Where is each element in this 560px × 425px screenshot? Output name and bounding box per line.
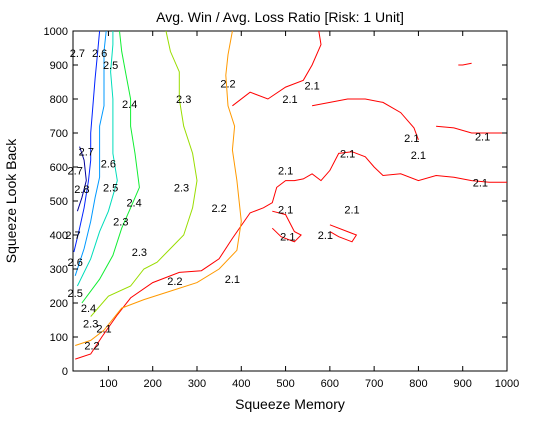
y-tick-label-500: 500	[50, 196, 68, 208]
y-tick-label-100: 100	[50, 332, 68, 344]
contour-line-2-1-0	[75, 151, 507, 360]
contour-line-2-1-2	[271, 210, 302, 243]
contour-label-5: 2.2	[220, 79, 235, 91]
y-tick-label-800: 800	[50, 94, 68, 106]
contour-label-25: 2.1	[96, 324, 111, 336]
x-tick-label-100: 100	[99, 378, 117, 390]
contour-labels: 2.7 2.62.52.4 2.32.2 2.12.12.72.62.72.8 2.52…	[65, 48, 490, 352]
x-tick-label-700: 700	[365, 378, 383, 390]
x-tick-label-900: 900	[454, 378, 472, 390]
contour-label-34: 2.1	[411, 150, 426, 162]
x-tick-label-500: 500	[276, 378, 294, 390]
x-tick-label-200: 200	[144, 378, 162, 390]
contour-label-11: 2.8	[74, 184, 89, 196]
plot-area	[72, 30, 508, 372]
contour-label-8: 2.7	[79, 147, 94, 159]
contour-label-1: 2.6	[92, 48, 107, 60]
y-tick-label-400: 400	[50, 230, 68, 242]
contour-label-21: 2.1	[225, 274, 240, 286]
contour-label-12: 2.5	[103, 182, 118, 194]
contour-label-13: 2.4	[126, 198, 141, 210]
contour-line-2-1-1	[232, 30, 322, 107]
x-tick-label-300: 300	[188, 378, 206, 390]
y-tick-label-200: 200	[50, 298, 68, 310]
contour-line-2-1-3	[329, 224, 358, 243]
contour-line-2-2-7	[75, 30, 242, 346]
contour-line-2-7-12	[73, 30, 101, 253]
chart-title: Avg. Win / Avg. Loss Ratio [Risk: 1 Unit…	[156, 9, 404, 25]
y-tick-label-1000: 1000	[44, 26, 68, 38]
contour-line-2-1-6	[458, 62, 472, 66]
y-tick-label-300: 300	[50, 264, 68, 276]
y-axis-ticks: 0 100 200 300 400 500 600 700 800 900 1000	[44, 26, 507, 378]
contour-label-14: 2.3	[113, 216, 128, 228]
contour-line-2-4-9	[81, 30, 140, 304]
contour-label-0: 2.7	[70, 48, 85, 60]
y-tick-label-900: 900	[50, 60, 68, 72]
x-tick-label-800: 800	[409, 378, 427, 390]
contour-label-27: 2.1	[278, 165, 293, 177]
contour-label-23: 2.4	[81, 303, 96, 315]
x-tick-label-600: 600	[321, 378, 339, 390]
contour-line-2-5-10	[76, 31, 118, 287]
contour-label-30: 2.1	[344, 205, 359, 217]
contour-label-32: 2.1	[318, 230, 333, 242]
contour-label-35: 2.1	[475, 131, 490, 143]
x-axis-label: Squeeze Memory	[235, 396, 345, 412]
contour-label-7: 2.1	[282, 94, 297, 106]
contour-line-2-1-5	[436, 125, 507, 134]
contour-label-9: 2.6	[101, 159, 116, 171]
contour-label-20: 2.2	[167, 276, 182, 288]
x-tick-label-1000: 1000	[495, 378, 519, 390]
contour-label-6: 2.1	[304, 80, 319, 92]
contour-line-2-6-11	[74, 30, 107, 276]
contour-label-16: 2.2	[211, 203, 226, 215]
contour-label-36: 2.1	[473, 177, 488, 189]
contour-label-22: 2.5	[68, 288, 83, 300]
contour-label-26: 2.2	[84, 341, 99, 353]
contour-line-2-3-8	[90, 30, 198, 317]
contour-label-4: 2.3	[176, 94, 191, 106]
contour-label-18: 2.6	[68, 257, 83, 269]
contour-label-17: 2.7	[65, 230, 80, 242]
x-axis-ticks: 100 200 300 400 500 600 700 800 900 1000	[99, 31, 519, 390]
contour-label-19: 2.3	[132, 247, 147, 259]
y-tick-label-700: 700	[50, 128, 68, 140]
contour-label-2: 2.5	[103, 60, 118, 72]
contour-line-2-8-13	[76, 146, 87, 212]
contour-label-24: 2.3	[83, 318, 98, 330]
contour-label-15: 2.3	[174, 182, 189, 194]
contour-label-31: 2.1	[280, 232, 295, 244]
y-tick-label-600: 600	[50, 162, 68, 174]
contour-label-29: 2.1	[278, 205, 293, 217]
contour-label-33: 2.1	[404, 133, 419, 145]
y-tick-label-0: 0	[62, 366, 68, 378]
contour-line-2-1-4	[312, 98, 419, 140]
contour-label-3: 2.4	[122, 99, 137, 111]
contour-lines	[73, 30, 507, 360]
contour-label-28: 2.1	[340, 148, 355, 160]
x-tick-label-400: 400	[232, 378, 250, 390]
y-axis-label: Squeeze Look Back	[3, 138, 19, 264]
contour-label-10: 2.7	[68, 165, 83, 177]
